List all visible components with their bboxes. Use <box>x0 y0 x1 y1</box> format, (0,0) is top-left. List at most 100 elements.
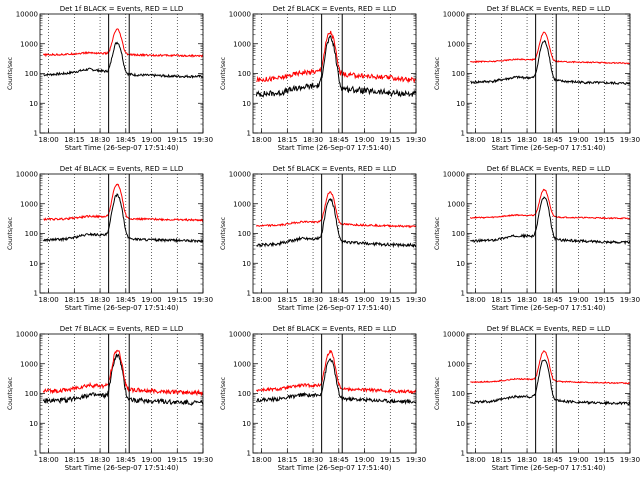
x-tick-label: 18:45 <box>543 456 563 464</box>
y-axis-label: Counts/sec <box>7 57 14 90</box>
plot-frame <box>39 333 204 454</box>
series-line-lld <box>43 183 204 223</box>
x-tick-label: 19:30 <box>406 296 426 304</box>
y-axis-label: Counts/sec <box>220 377 227 410</box>
y-tick-label: 10 <box>29 420 38 428</box>
plot-frame <box>466 173 631 294</box>
x-tick-label: 19:30 <box>620 136 640 144</box>
y-tick-label: 10000 <box>229 171 251 179</box>
plot-frame <box>252 333 417 454</box>
y-tick-label: 10000 <box>443 171 465 179</box>
x-tick-label: 19:15 <box>380 136 400 144</box>
x-tick-label: 18:45 <box>329 456 349 464</box>
x-axis-label: Start Time (26-Sep-07 17:51:40) <box>65 144 179 152</box>
chart-title: Det 5f BLACK = Events, RED = LLD <box>273 165 396 173</box>
series-line-lld <box>469 188 631 220</box>
series-line-events <box>255 35 417 98</box>
y-tick-label: 100 <box>25 390 38 398</box>
y-tick-label: 100 <box>25 230 38 238</box>
x-tick-label: 19:00 <box>568 296 588 304</box>
x-tick-label: 18:45 <box>116 136 136 144</box>
y-tick-label: 10 <box>242 100 251 108</box>
y-tick-label: 1 <box>247 290 251 298</box>
x-tick-label: 18:30 <box>90 456 110 464</box>
series-line-events <box>256 358 417 405</box>
x-axis-label: Start Time (26-Sep-07 17:51:40) <box>278 144 392 152</box>
series-line-events <box>470 196 631 246</box>
series-line-lld <box>256 30 417 84</box>
x-tick-label: 18:30 <box>303 456 323 464</box>
x-tick-label: 18:15 <box>277 136 297 144</box>
y-axis-label: Counts/sec <box>7 217 14 250</box>
y-tick-label: 1 <box>34 130 38 138</box>
y-tick-label: 100 <box>238 390 251 398</box>
x-axis-label: Start Time (26-Sep-07 17:51:40) <box>492 144 606 152</box>
y-tick-label: 100 <box>452 390 465 398</box>
y-tick-label: 1000 <box>20 40 38 48</box>
y-tick-label: 1000 <box>233 200 251 208</box>
x-tick-label: 18:30 <box>517 456 537 464</box>
x-tick-label: 18:15 <box>64 456 84 464</box>
chart-panel-8: Det 8f BLACK = Events, RED = LLD 18:00 18:… <box>220 325 426 472</box>
x-tick-label: 18:00 <box>465 456 485 464</box>
chart-panel-1: Det 1f BLACK = Events, RED = LLD 18:00 18:… <box>7 5 213 152</box>
plot-frame <box>466 13 631 134</box>
y-tick-label: 1000 <box>447 200 465 208</box>
y-tick-label: 100 <box>452 70 465 78</box>
x-tick-label: 19:30 <box>620 456 640 464</box>
series-line-events <box>469 359 631 406</box>
x-tick-label: 18:45 <box>116 456 136 464</box>
y-tick-label: 10000 <box>443 11 465 19</box>
x-tick-label: 19:30 <box>193 296 213 304</box>
chart-title: Det 7f BLACK = Events, RED = LLD <box>60 325 183 333</box>
x-tick-label: 19:00 <box>141 296 161 304</box>
series-line-lld <box>42 349 204 397</box>
x-tick-label: 18:45 <box>329 296 349 304</box>
y-tick-label: 10000 <box>229 11 251 19</box>
x-tick-label: 18:30 <box>90 296 110 304</box>
x-tick-label: 19:15 <box>594 456 614 464</box>
x-axis-label: Start Time (26-Sep-07 17:51:40) <box>278 464 392 472</box>
series-line-lld <box>256 349 417 395</box>
y-tick-label: 1000 <box>447 360 465 368</box>
x-tick-label: 19:00 <box>354 456 374 464</box>
chart-title: Det 1f BLACK = Events, RED = LLD <box>60 5 183 13</box>
series-line-events <box>470 39 631 86</box>
x-axis-label: Start Time (26-Sep-07 17:51:40) <box>492 304 606 312</box>
chart-panel-3: Det 3f BLACK = Events, RED = LLD 18:00 18:… <box>434 5 640 152</box>
x-tick-label: 19:00 <box>141 136 161 144</box>
x-tick-label: 18:00 <box>251 296 271 304</box>
y-axis-label: Counts/sec <box>220 57 227 90</box>
y-tick-label: 10000 <box>16 171 38 179</box>
x-axis-label: Start Time (26-Sep-07 17:51:40) <box>492 464 606 472</box>
x-tick-label: 19:00 <box>568 456 588 464</box>
x-tick-label: 19:15 <box>167 456 187 464</box>
y-tick-label: 10000 <box>443 331 465 339</box>
plot-frame <box>252 173 417 294</box>
y-tick-label: 1 <box>34 450 38 458</box>
plot-frame <box>39 13 204 134</box>
chart-title: Det 8f BLACK = Events, RED = LLD <box>273 325 396 333</box>
y-tick-label: 1 <box>247 450 251 458</box>
x-tick-label: 18:00 <box>38 296 58 304</box>
y-tick-label: 1 <box>461 450 465 458</box>
x-tick-label: 18:45 <box>329 136 349 144</box>
chart-panel-5: Det 5f BLACK = Events, RED = LLD 18:00 18:… <box>220 165 426 312</box>
x-tick-label: 19:30 <box>620 296 640 304</box>
y-axis-label: Counts/sec <box>220 217 227 250</box>
x-tick-label: 18:45 <box>116 296 136 304</box>
x-tick-label: 19:15 <box>380 296 400 304</box>
chart-title: Det 3f BLACK = Events, RED = LLD <box>487 5 610 13</box>
x-tick-label: 18:00 <box>38 456 58 464</box>
y-tick-label: 10 <box>456 100 465 108</box>
x-tick-label: 19:00 <box>354 296 374 304</box>
chart-panel-9: Det 9f BLACK = Events, RED = LLD 18:00 18:… <box>434 325 640 472</box>
x-tick-label: 18:15 <box>491 456 511 464</box>
x-tick-label: 18:45 <box>543 296 563 304</box>
x-tick-label: 18:30 <box>90 136 110 144</box>
series-line-lld <box>470 31 630 65</box>
x-tick-label: 19:30 <box>406 456 426 464</box>
chart-title: Det 9f BLACK = Events, RED = LLD <box>487 325 610 333</box>
chart-panel-4: Det 4f BLACK = Events, RED = LLD 18:00 18:… <box>7 165 213 312</box>
x-tick-label: 18:15 <box>277 456 297 464</box>
